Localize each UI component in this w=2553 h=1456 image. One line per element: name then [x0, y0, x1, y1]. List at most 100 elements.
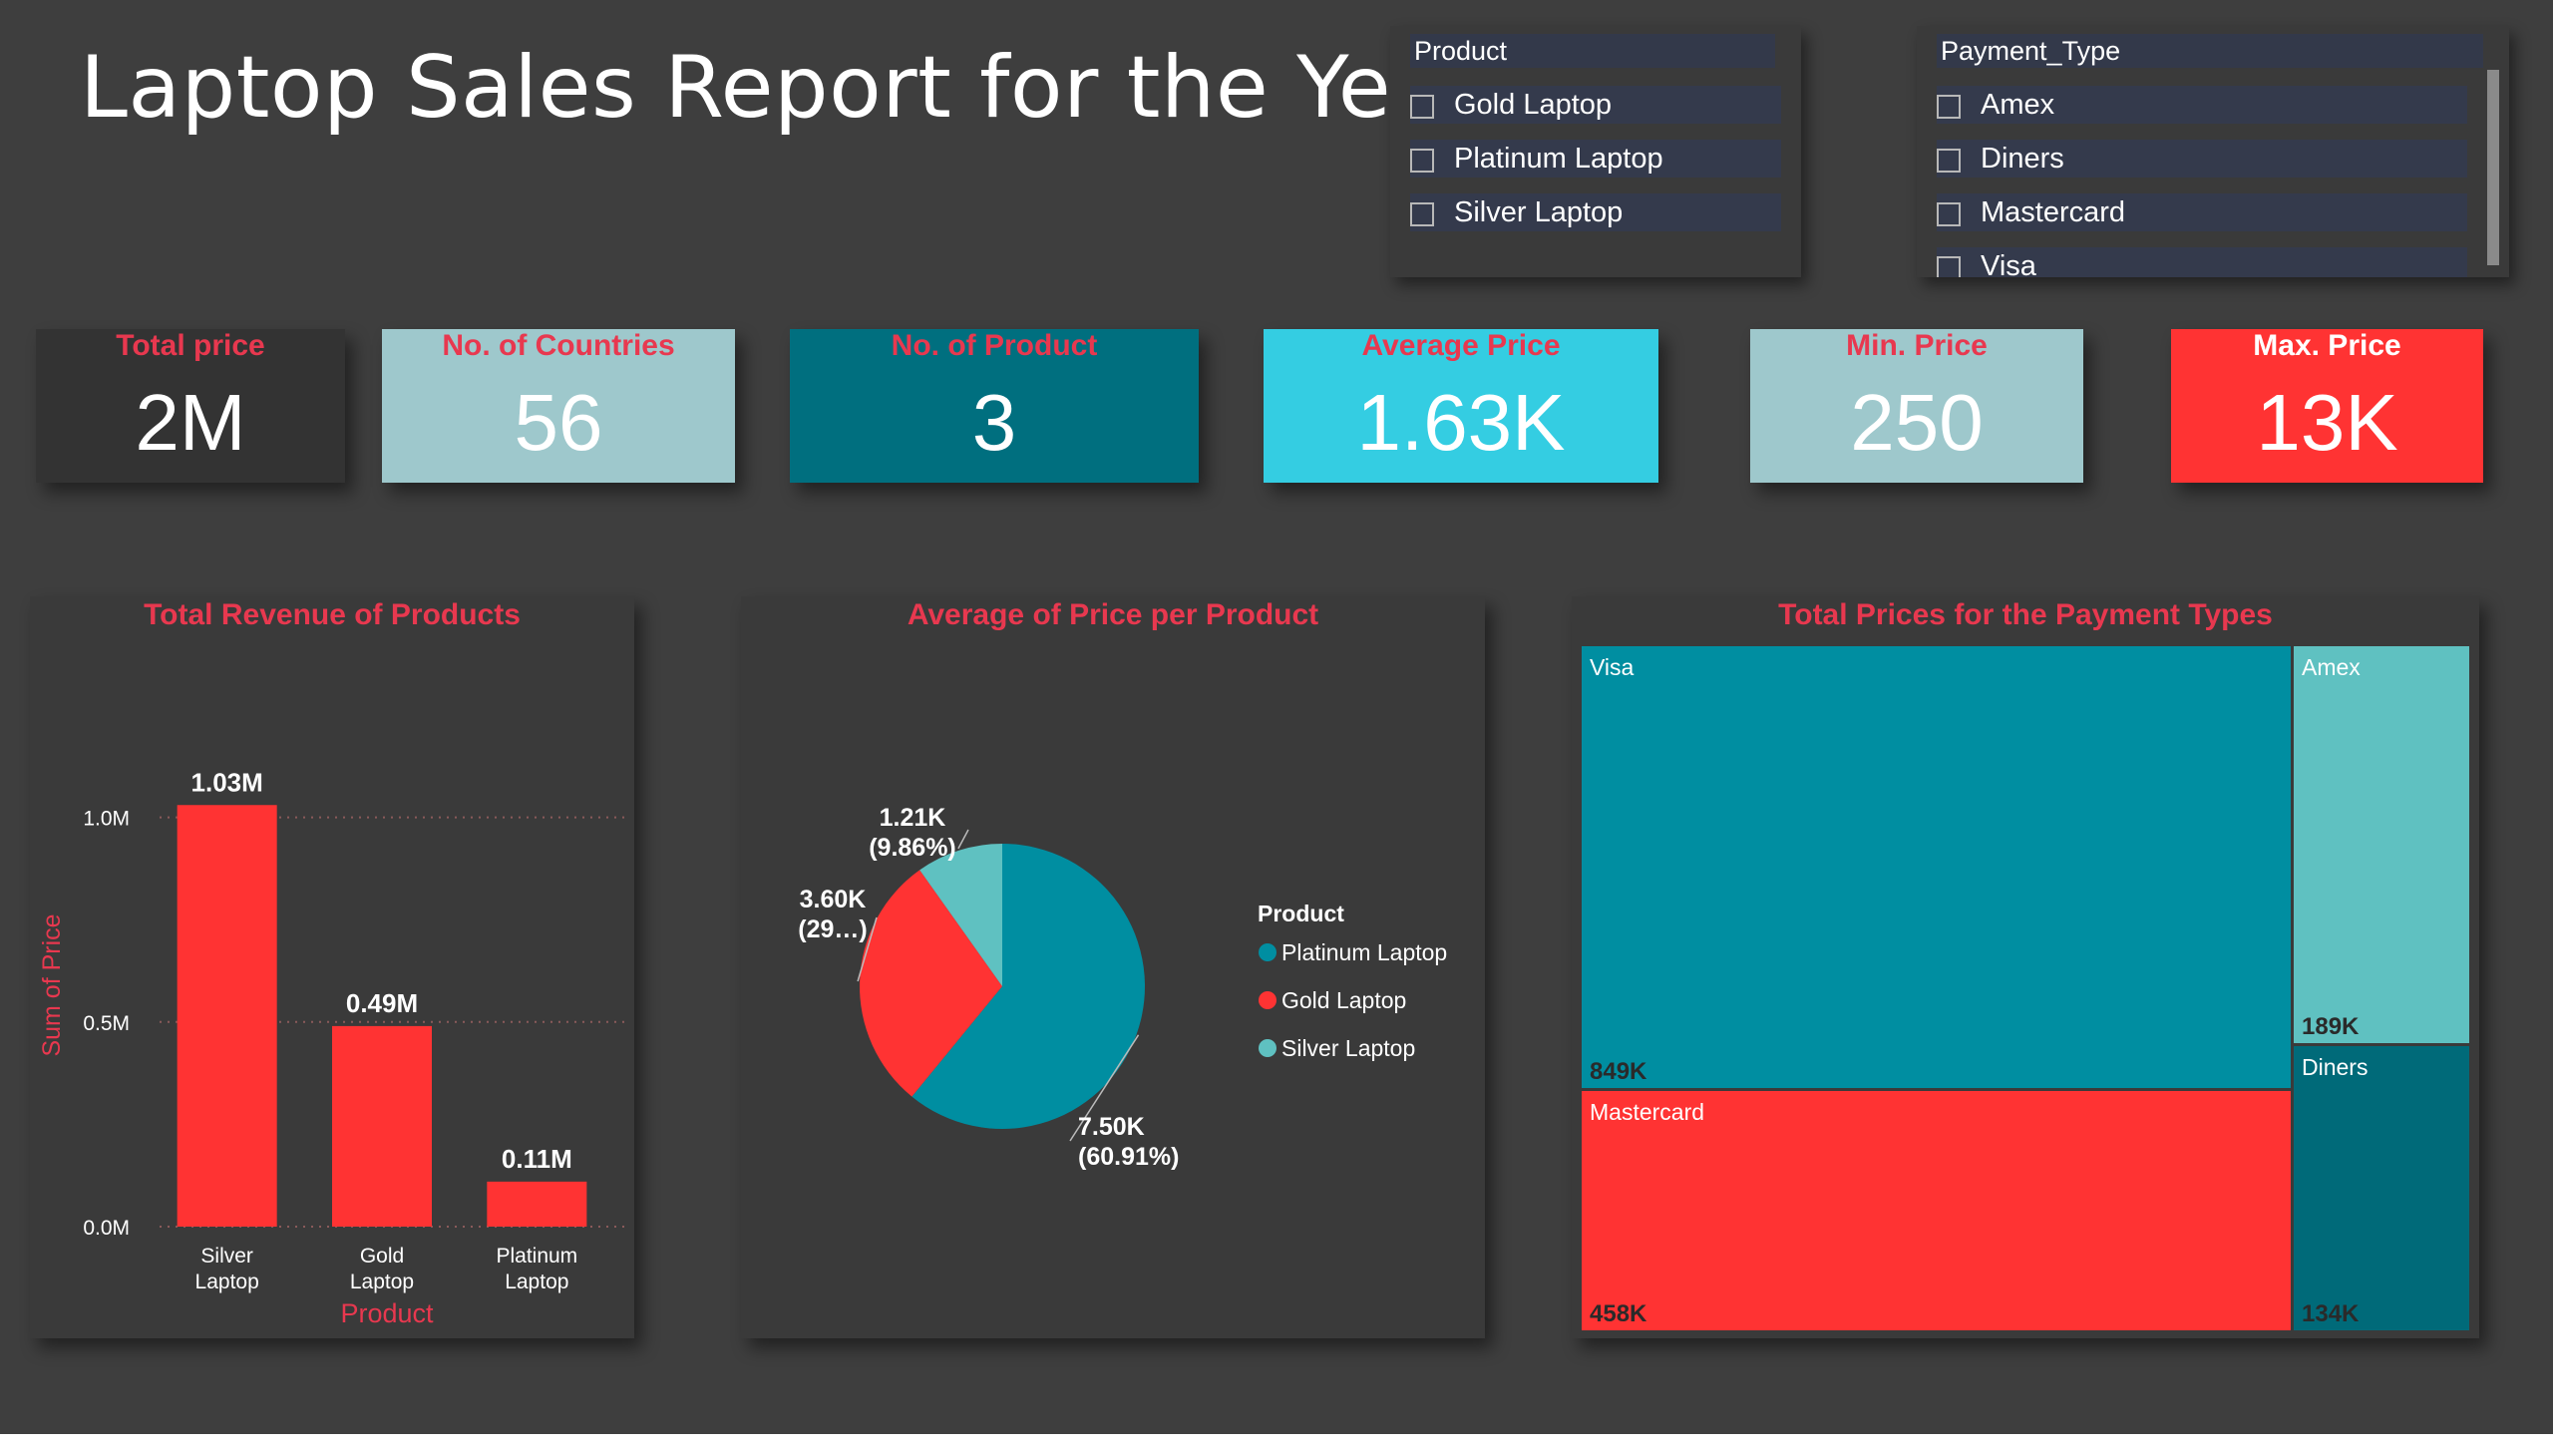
- kpi-value: 3: [971, 378, 1017, 467]
- kpi-products: No. of Product 3: [790, 329, 1199, 483]
- pie-value-label: 1.21K: [880, 804, 946, 832]
- treemap-tile-label: Diners: [2302, 1054, 2369, 1080]
- pie-leader-line: [1069, 1034, 1140, 1142]
- chart-title: Total Prices for the Payment Types: [1778, 598, 2273, 631]
- average-price-pie-chart: 7.50K(60.91%) 3.60K(29…) 1.21K(9.86%) Produ…: [798, 804, 1447, 1171]
- y-axis-title: Sum of Price: [38, 913, 66, 1056]
- y-tick-label: 1.0M: [83, 808, 130, 831]
- slicer-item-visa[interactable]: Visa: [1937, 247, 2467, 277]
- revenue-bar-chart: 0.0M 0.5M 1.0M 1.03M Silver Laptop 0.49M Gold La…: [38, 767, 624, 1328]
- treemap-tile-value: 189K: [2302, 1013, 2360, 1040]
- pie-leader-line: [957, 829, 969, 850]
- treemap-tile-label: Visa: [1590, 654, 1635, 680]
- treemap-tile-amex[interactable]: Amex 189K: [2294, 646, 2469, 1043]
- checkbox[interactable]: [1410, 95, 1434, 119]
- legend-label[interactable]: Silver Laptop: [1281, 1035, 1415, 1061]
- legend-marker: [1259, 1039, 1276, 1057]
- payment-type-treemap: Visa 849K Mastercard 458K Amex 189K Diners 134K: [1582, 646, 2469, 1330]
- kpi-value: 250: [1850, 378, 1984, 467]
- kpi-label: Average Price: [1361, 329, 1561, 362]
- pie-percent-label: (9.86%): [869, 834, 956, 862]
- slicer-item-silver-laptop[interactable]: Silver Laptop: [1410, 193, 1781, 231]
- payment-type-treemap-panel: Total Prices for the Payment Types Visa 8…: [1572, 596, 2479, 1338]
- average-price-pie-panel: Average of Price per Product 7.50K (60.91…: [741, 596, 1485, 1338]
- payment-slicer-title: Payment_Type: [1937, 34, 2483, 68]
- pie-percent-label: (29…): [798, 915, 867, 943]
- bar-value-label: 1.03M: [191, 767, 263, 797]
- kpi-min-price: Min. Price 250: [1750, 329, 2083, 483]
- product-slicer-title: Product: [1410, 34, 1775, 68]
- revenue-bar-chart-panel: Total Revenue of Products 0.0M 0.5M 1.0M 1.…: [30, 596, 634, 1338]
- slicer-item-gold-laptop[interactable]: Gold Laptop: [1410, 86, 1781, 124]
- bar[interactable]: [332, 1025, 432, 1227]
- slicer-item-mastercard[interactable]: Mastercard: [1937, 193, 2467, 231]
- checkbox[interactable]: [1937, 149, 1961, 173]
- slicer-item-platinum-laptop[interactable]: Platinum Laptop: [1410, 140, 1781, 178]
- bar[interactable]: [487, 1181, 587, 1227]
- slicer-item-label: Amex: [1981, 89, 2055, 121]
- slicer-item-label: Gold Laptop: [1454, 89, 1613, 121]
- legend-label[interactable]: Platinum Laptop: [1281, 939, 1447, 965]
- treemap-tile-label: Mastercard: [1590, 1099, 1705, 1125]
- slicer-item-diners[interactable]: Diners: [1937, 140, 2467, 178]
- legend-label[interactable]: Gold Laptop: [1281, 987, 1406, 1013]
- treemap-tile-mastercard[interactable]: Mastercard 458K: [1582, 1091, 2291, 1330]
- slicer-item-label: Visa: [1981, 250, 2036, 277]
- kpi-label: Min. Price: [1846, 329, 1988, 362]
- pie-leader-line: [857, 916, 878, 982]
- bar-value-label: 0.49M: [346, 988, 418, 1018]
- kpi-value: 56: [514, 378, 603, 467]
- x-tick-label: Gold Laptop: [350, 1245, 414, 1293]
- checkbox[interactable]: [1937, 202, 1961, 226]
- kpi-value: 1.63K: [1356, 378, 1566, 467]
- slicer-item-label: Silver Laptop: [1454, 196, 1624, 228]
- legend-title: Product: [1258, 901, 1344, 926]
- treemap-tile-value: 134K: [2302, 1300, 2360, 1327]
- legend-marker: [1259, 991, 1276, 1009]
- treemap-tile-label: Amex: [2302, 654, 2361, 680]
- kpi-label: Total price: [116, 329, 265, 362]
- chart-title: Total Revenue of Products: [144, 598, 521, 631]
- treemap-tile-visa[interactable]: Visa 849K: [1582, 646, 2291, 1088]
- legend-marker: [1259, 943, 1276, 961]
- slicer-item-label: Platinum Laptop: [1454, 143, 1663, 175]
- kpi-label: Max. Price: [2253, 329, 2401, 362]
- slicer-item-label: Mastercard: [1981, 196, 2126, 228]
- pie-value-label: 7.50K: [1078, 1113, 1145, 1141]
- checkbox[interactable]: [1937, 95, 1961, 119]
- pie-value-label: 3.60K: [800, 886, 867, 913]
- pie-percent-label: (60.91%): [1078, 1143, 1179, 1171]
- pie-slice[interactable]: [860, 870, 1002, 1097]
- slicer-item-amex[interactable]: Amex: [1937, 86, 2467, 124]
- chart-title: Average of Price per Product: [907, 598, 1319, 631]
- pie-slice[interactable]: [919, 844, 1002, 986]
- x-axis-title: Product: [340, 1298, 434, 1328]
- y-tick-label: 0.0M: [83, 1217, 130, 1240]
- treemap-tile-value: 849K: [1590, 1058, 1647, 1085]
- y-tick-label: 0.5M: [83, 1012, 130, 1035]
- kpi-value: 2M: [135, 378, 246, 467]
- payment-type-slicer: Payment_Type Amex Diners Mastercard Visa: [1917, 26, 2509, 277]
- kpi-total-price: Total price 2M: [36, 329, 345, 483]
- slicer-item-label: Diners: [1981, 143, 2064, 175]
- product-slicer: Product Gold Laptop Platinum Laptop Silv…: [1390, 26, 1801, 277]
- x-tick-label: Platinum Laptop: [496, 1245, 577, 1293]
- kpi-value: 13K: [2256, 378, 2398, 467]
- checkbox[interactable]: [1410, 149, 1434, 173]
- pie-slice[interactable]: [912, 844, 1145, 1129]
- x-tick-label: Silver Laptop: [195, 1245, 259, 1293]
- kpi-label: No. of Product: [891, 329, 1098, 362]
- bar[interactable]: [177, 805, 277, 1227]
- treemap-tile-diners[interactable]: Diners 134K: [2294, 1046, 2469, 1330]
- scrollbar[interactable]: [2487, 70, 2499, 265]
- kpi-max-price: Max. Price 13K: [2171, 329, 2483, 483]
- checkbox[interactable]: [1937, 256, 1961, 277]
- bar-value-label: 0.11M: [502, 1144, 572, 1174]
- treemap-tile-value: 458K: [1590, 1300, 1647, 1327]
- kpi-countries: No. of Countries 56: [382, 329, 735, 483]
- page-title: Laptop Sales Report for the Year: [80, 38, 1481, 138]
- kpi-average-price: Average Price 1.63K: [1264, 329, 1658, 483]
- checkbox[interactable]: [1410, 202, 1434, 226]
- kpi-label: No. of Countries: [442, 329, 675, 362]
